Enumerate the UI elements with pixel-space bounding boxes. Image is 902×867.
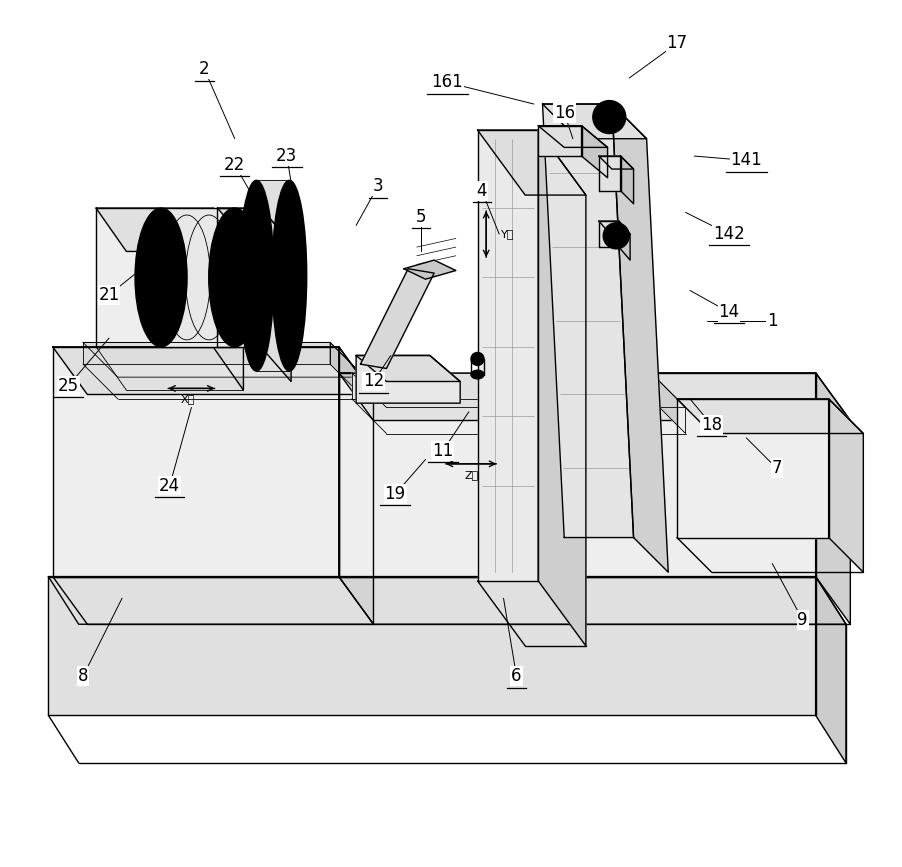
Text: 16: 16 bbox=[553, 104, 575, 121]
Polygon shape bbox=[612, 104, 667, 572]
Polygon shape bbox=[538, 126, 607, 147]
Ellipse shape bbox=[603, 223, 629, 249]
Polygon shape bbox=[542, 104, 646, 139]
Polygon shape bbox=[352, 373, 650, 399]
Ellipse shape bbox=[239, 180, 273, 371]
Polygon shape bbox=[261, 208, 290, 381]
Polygon shape bbox=[213, 208, 244, 390]
Text: 14: 14 bbox=[718, 303, 739, 321]
Ellipse shape bbox=[135, 208, 187, 347]
Text: Z向: Z向 bbox=[464, 470, 478, 480]
Polygon shape bbox=[49, 577, 815, 715]
Text: 11: 11 bbox=[432, 442, 453, 460]
Polygon shape bbox=[650, 373, 685, 434]
Ellipse shape bbox=[471, 353, 483, 366]
Text: 25: 25 bbox=[58, 377, 78, 394]
Text: 22: 22 bbox=[224, 156, 245, 173]
Polygon shape bbox=[598, 156, 633, 169]
Polygon shape bbox=[598, 156, 620, 191]
Text: Y向: Y向 bbox=[501, 229, 514, 239]
Polygon shape bbox=[52, 347, 373, 394]
Polygon shape bbox=[161, 208, 235, 347]
Ellipse shape bbox=[604, 113, 613, 121]
Polygon shape bbox=[52, 347, 338, 577]
Polygon shape bbox=[217, 208, 261, 347]
Polygon shape bbox=[360, 269, 434, 368]
Polygon shape bbox=[676, 399, 862, 434]
Polygon shape bbox=[620, 156, 633, 204]
Polygon shape bbox=[618, 221, 630, 260]
Polygon shape bbox=[49, 577, 845, 624]
Text: 141: 141 bbox=[730, 152, 761, 169]
Text: 18: 18 bbox=[700, 416, 722, 434]
Ellipse shape bbox=[471, 370, 483, 379]
Polygon shape bbox=[338, 347, 373, 624]
Polygon shape bbox=[355, 355, 460, 381]
Polygon shape bbox=[538, 126, 581, 156]
Text: C轴: C轴 bbox=[238, 281, 252, 291]
Text: 12: 12 bbox=[363, 373, 383, 390]
Polygon shape bbox=[217, 208, 290, 243]
Polygon shape bbox=[598, 221, 618, 247]
Ellipse shape bbox=[272, 180, 307, 371]
Polygon shape bbox=[338, 373, 815, 577]
Polygon shape bbox=[581, 126, 607, 178]
Text: X向: X向 bbox=[180, 394, 195, 404]
Polygon shape bbox=[828, 399, 862, 572]
Polygon shape bbox=[542, 104, 633, 538]
Text: 7: 7 bbox=[770, 460, 781, 477]
Ellipse shape bbox=[208, 208, 261, 347]
Ellipse shape bbox=[599, 108, 618, 127]
Text: 21: 21 bbox=[98, 286, 120, 303]
Polygon shape bbox=[338, 373, 850, 420]
Polygon shape bbox=[96, 208, 213, 347]
Text: 23: 23 bbox=[276, 147, 297, 165]
Text: 8: 8 bbox=[78, 668, 88, 685]
Polygon shape bbox=[815, 373, 850, 624]
Text: 19: 19 bbox=[384, 486, 405, 503]
Polygon shape bbox=[355, 355, 460, 403]
Polygon shape bbox=[598, 221, 630, 234]
Text: 17: 17 bbox=[666, 35, 686, 52]
Text: 5: 5 bbox=[416, 208, 426, 225]
Text: 4: 4 bbox=[476, 182, 486, 199]
Text: 24: 24 bbox=[159, 477, 180, 494]
Text: 161: 161 bbox=[431, 74, 463, 91]
Polygon shape bbox=[96, 208, 244, 251]
Polygon shape bbox=[477, 130, 538, 581]
Polygon shape bbox=[538, 130, 585, 646]
Text: 3: 3 bbox=[373, 178, 382, 195]
Text: 9: 9 bbox=[796, 611, 807, 629]
Polygon shape bbox=[83, 342, 364, 377]
Text: 1: 1 bbox=[766, 312, 777, 329]
Polygon shape bbox=[815, 577, 845, 763]
Polygon shape bbox=[676, 399, 828, 538]
Ellipse shape bbox=[593, 101, 625, 134]
Polygon shape bbox=[83, 342, 330, 364]
Text: 2: 2 bbox=[198, 61, 209, 78]
Text: 6: 6 bbox=[511, 668, 521, 685]
Polygon shape bbox=[256, 180, 289, 371]
Text: 142: 142 bbox=[713, 225, 744, 243]
Polygon shape bbox=[477, 130, 585, 195]
Ellipse shape bbox=[281, 257, 298, 295]
Polygon shape bbox=[352, 373, 685, 407]
Polygon shape bbox=[403, 260, 456, 279]
Polygon shape bbox=[330, 342, 364, 399]
Ellipse shape bbox=[608, 228, 623, 244]
